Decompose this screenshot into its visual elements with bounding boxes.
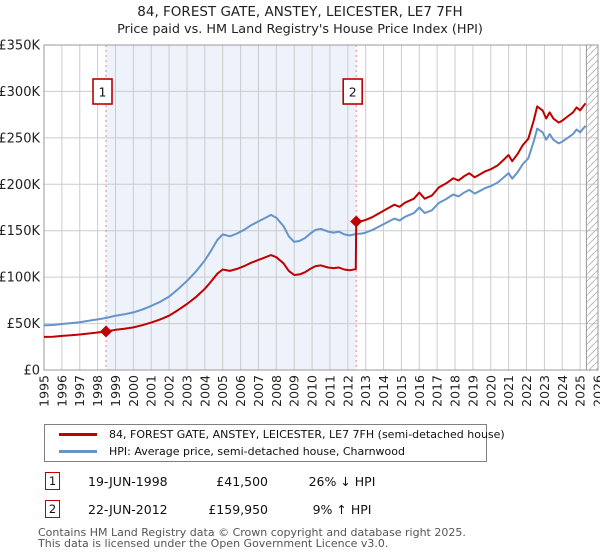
hpi-line-swatch: [59, 450, 97, 453]
x-axis-label: 2017: [430, 375, 445, 407]
price-chart: 1 2 £0 £50K £100K £150K £200K £250K £300K £350K 19…: [0, 39, 600, 407]
sale-1-hpi-delta: 26% ↓ HPI: [308, 473, 376, 489]
x-axis-label: 2010: [305, 375, 320, 407]
price-paid-line-swatch: [59, 433, 97, 436]
x-axis-label: 1997: [72, 375, 87, 407]
x-axis-label: 2008: [269, 375, 284, 407]
plot-border: [43, 44, 599, 371]
sale-1-number-badge: 1: [45, 472, 60, 490]
x-axis-label: 2013: [358, 375, 373, 407]
sale-2-number-badge: 2: [45, 500, 60, 518]
x-axis-label: 2014: [376, 375, 391, 407]
x-axis-label: 2020: [483, 375, 498, 407]
y-axis-label: £250K: [0, 131, 40, 146]
price_paid-line: [43, 102, 587, 338]
y-axis-label: £350K: [0, 39, 40, 54]
y-axis-label: £100K: [0, 271, 40, 286]
x-axis-label: 2005: [215, 375, 230, 407]
x-axis-label: 2006: [233, 375, 248, 407]
legend-row-price-paid: 84, FOREST GATE, ANSTEY, LEICESTER, LE7 …: [45, 428, 505, 442]
x-axis-label: 2011: [322, 375, 337, 407]
sale-1-date: 19-JUN-1998: [88, 473, 168, 489]
y-axis-label: £200K: [0, 178, 40, 193]
x-axis-label: 2021: [501, 375, 516, 407]
svg-text:1: 1: [99, 85, 107, 100]
legend-label-price-paid: 84, FOREST GATE, ANSTEY, LEICESTER, LE7 …: [109, 428, 505, 441]
x-axis-label: 2001: [144, 375, 159, 407]
sales-table: 1 19-JUN-1998 £41,500 26% ↓ HPI 2 22-JUN…: [45, 471, 565, 527]
x-axis-label: 1996: [54, 375, 69, 407]
sale-row-1: 1 19-JUN-1998 £41,500 26% ↓ HPI: [45, 471, 565, 491]
chart-legend: 84, FOREST GATE, ANSTEY, LEICESTER, LE7 …: [44, 424, 505, 462]
sale-2-date: 22-JUN-2012: [88, 501, 168, 517]
sale-1-marker: [100, 325, 113, 338]
sale-row-2: 2 22-JUN-2012 £159,950 9% ↑ HPI: [45, 499, 565, 519]
sale-1-label-box: [92, 78, 113, 105]
footer-line-1: Contains HM Land Registry data © Crown c…: [38, 526, 466, 539]
x-axis-label: 2022: [519, 375, 534, 407]
sale-2-label-box: [342, 78, 364, 105]
x-axis-label: 1998: [90, 375, 105, 407]
x-axis-label: 2016: [412, 375, 427, 407]
legend-row-hpi: HPI: Average price, semi-detached house,…: [45, 445, 486, 459]
x-axis-label: 2000: [126, 375, 141, 407]
x-axis-label: 2004: [197, 375, 212, 407]
y-axis-label: £0: [23, 364, 40, 379]
license-footer: Contains HM Land Registry data © Crown c…: [38, 526, 466, 550]
sale-1-price: £41,500: [216, 473, 268, 489]
x-axis-label: 2015: [394, 375, 409, 407]
sale-2-hpi-delta: 9% ↑ HPI: [312, 501, 372, 517]
y-axis-label: £300K: [0, 85, 40, 100]
footer-line-2: This data is licensed under the Open Gov…: [38, 536, 389, 550]
x-axis-label: 2026: [591, 375, 600, 407]
x-axis-label: 2007: [251, 375, 266, 407]
svg-text:2: 2: [349, 85, 357, 100]
y-axis-label: £50K: [7, 317, 41, 332]
x-axis-label: 1995: [37, 375, 52, 407]
y-axis-label: £150K: [0, 224, 40, 239]
sale-2-price: £159,950: [208, 501, 268, 517]
x-axis-label: 2018: [448, 375, 463, 407]
sale-2-marker: [350, 215, 363, 228]
x-axis-label: 2019: [465, 375, 480, 407]
x-axis-label: 2023: [537, 375, 552, 407]
x-axis-label: 1999: [108, 375, 123, 407]
x-axis-label: 2003: [179, 375, 194, 407]
ownership-period-band: [106, 45, 357, 370]
x-axis-label: 2012: [340, 375, 355, 407]
page-subtitle: Price paid vs. HM Land Registry's House …: [117, 22, 483, 37]
x-axis-label: 2009: [287, 375, 302, 407]
page-title: 84, FOREST GATE, ANSTEY, LEICESTER, LE7 …: [137, 4, 463, 20]
future-hatch-region: [586, 45, 598, 370]
x-axis-label: 2024: [555, 375, 570, 407]
x-axis-label: 2025: [573, 375, 588, 407]
legend-label-hpi: HPI: Average price, semi-detached house,…: [109, 445, 405, 458]
x-axis-label: 2002: [162, 375, 177, 407]
